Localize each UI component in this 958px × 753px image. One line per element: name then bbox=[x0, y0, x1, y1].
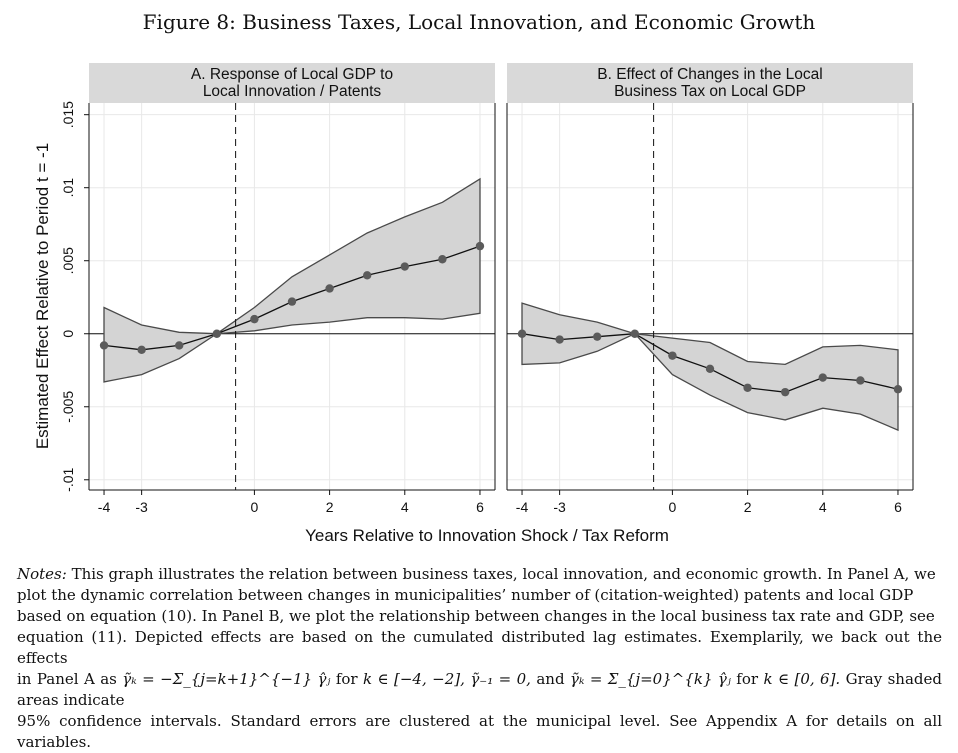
data-point bbox=[517, 329, 527, 338]
data-point bbox=[893, 385, 903, 394]
x-tick-label: -3 bbox=[135, 499, 148, 515]
y-tick-label: -.005 bbox=[60, 391, 76, 423]
data-point bbox=[137, 345, 146, 355]
x-tick-label: 6 bbox=[476, 499, 484, 515]
data-point bbox=[475, 241, 485, 251]
x-tick-label: 2 bbox=[744, 499, 752, 515]
x-tick-label: 6 bbox=[894, 499, 902, 515]
data-point bbox=[630, 329, 640, 338]
data-point bbox=[743, 383, 752, 392]
data-point bbox=[287, 297, 297, 306]
x-tick-label: 4 bbox=[819, 499, 827, 515]
data-point bbox=[250, 314, 259, 324]
formula-gamma-ref: γ̃₋₁ = 0, bbox=[470, 670, 531, 688]
data-point bbox=[818, 373, 827, 382]
data-point bbox=[438, 255, 447, 264]
data-point bbox=[212, 329, 222, 338]
x-tick-label: 4 bbox=[401, 499, 409, 515]
data-point bbox=[99, 341, 109, 350]
panel-title-line: Business Tax on Local GDP bbox=[614, 83, 806, 100]
formula-gamma-pre: γ̃ₖ = −Σ_{j=k+1}^{−1} γ̂ⱼ bbox=[122, 670, 331, 688]
notes-label: Notes: bbox=[17, 565, 67, 583]
panel-header bbox=[507, 63, 913, 103]
y-tick-label: .015 bbox=[60, 101, 76, 128]
x-tick-label: 2 bbox=[326, 499, 334, 515]
panel-header bbox=[89, 63, 495, 103]
data-point bbox=[593, 332, 602, 341]
panel-title-line: B. Effect of Changes in the Local bbox=[597, 66, 822, 83]
confidence-band bbox=[103, 177, 481, 383]
panel-b: B. Effect of Changes in the LocalBusines… bbox=[506, 63, 914, 515]
x-tick-label: -3 bbox=[553, 499, 566, 515]
formula-gamma-post: γ̃ₖ = Σ_{j=0}^{k} γ̂ⱼ bbox=[569, 670, 731, 688]
x-tick-label: 0 bbox=[251, 499, 259, 515]
x-axis-title: Years Relative to Innovation Shock / Tax… bbox=[305, 526, 669, 545]
data-point bbox=[780, 387, 790, 397]
y-axis-title: Estimated Effect Relative to Period t = … bbox=[33, 143, 52, 449]
data-point bbox=[175, 341, 184, 350]
data-point bbox=[400, 262, 409, 271]
notes-line-5: in Panel A as γ̃ₖ = −Σ_{j=k+1}^{−1} γ̂ⱼ … bbox=[17, 670, 942, 709]
notes-line-3: based on equation (10). In Panel B, we p… bbox=[17, 607, 935, 625]
data-point bbox=[856, 376, 865, 385]
notes-line-4: equation (11). Depicted effects are base… bbox=[17, 628, 942, 667]
y-tick-label: -.01 bbox=[60, 468, 76, 492]
panel-title-line: Local Innovation / Patents bbox=[203, 83, 382, 100]
notes-line-6: 95% confidence intervals. Standard error… bbox=[17, 712, 942, 751]
data-point bbox=[362, 271, 372, 280]
figure-title: Figure 8: Business Taxes, Local Innovati… bbox=[142, 10, 816, 34]
x-tick-label: -4 bbox=[516, 499, 529, 515]
y-tick-label: 0 bbox=[60, 330, 76, 338]
x-tick-label: -4 bbox=[98, 499, 111, 515]
notes-line-2: plot the dynamic correlation between cha… bbox=[17, 586, 914, 604]
data-point bbox=[555, 335, 564, 344]
y-tick-label: .005 bbox=[60, 247, 76, 274]
data-point bbox=[668, 351, 677, 360]
formula-range-post: k ∈ [0, 6]. bbox=[763, 670, 841, 688]
y-tick-label: .01 bbox=[60, 178, 76, 198]
data-point bbox=[705, 364, 715, 373]
notes-line-1: Notes: This graph illustrates the relati… bbox=[17, 565, 936, 583]
panel-title-line: A. Response of Local GDP to bbox=[191, 66, 393, 83]
figure-notes: Notes: This graph illustrates the relati… bbox=[17, 564, 942, 753]
x-tick-label: 0 bbox=[669, 499, 677, 515]
formula-range-pre: k ∈ [−4, −2], bbox=[363, 670, 465, 688]
data-point bbox=[325, 284, 334, 293]
